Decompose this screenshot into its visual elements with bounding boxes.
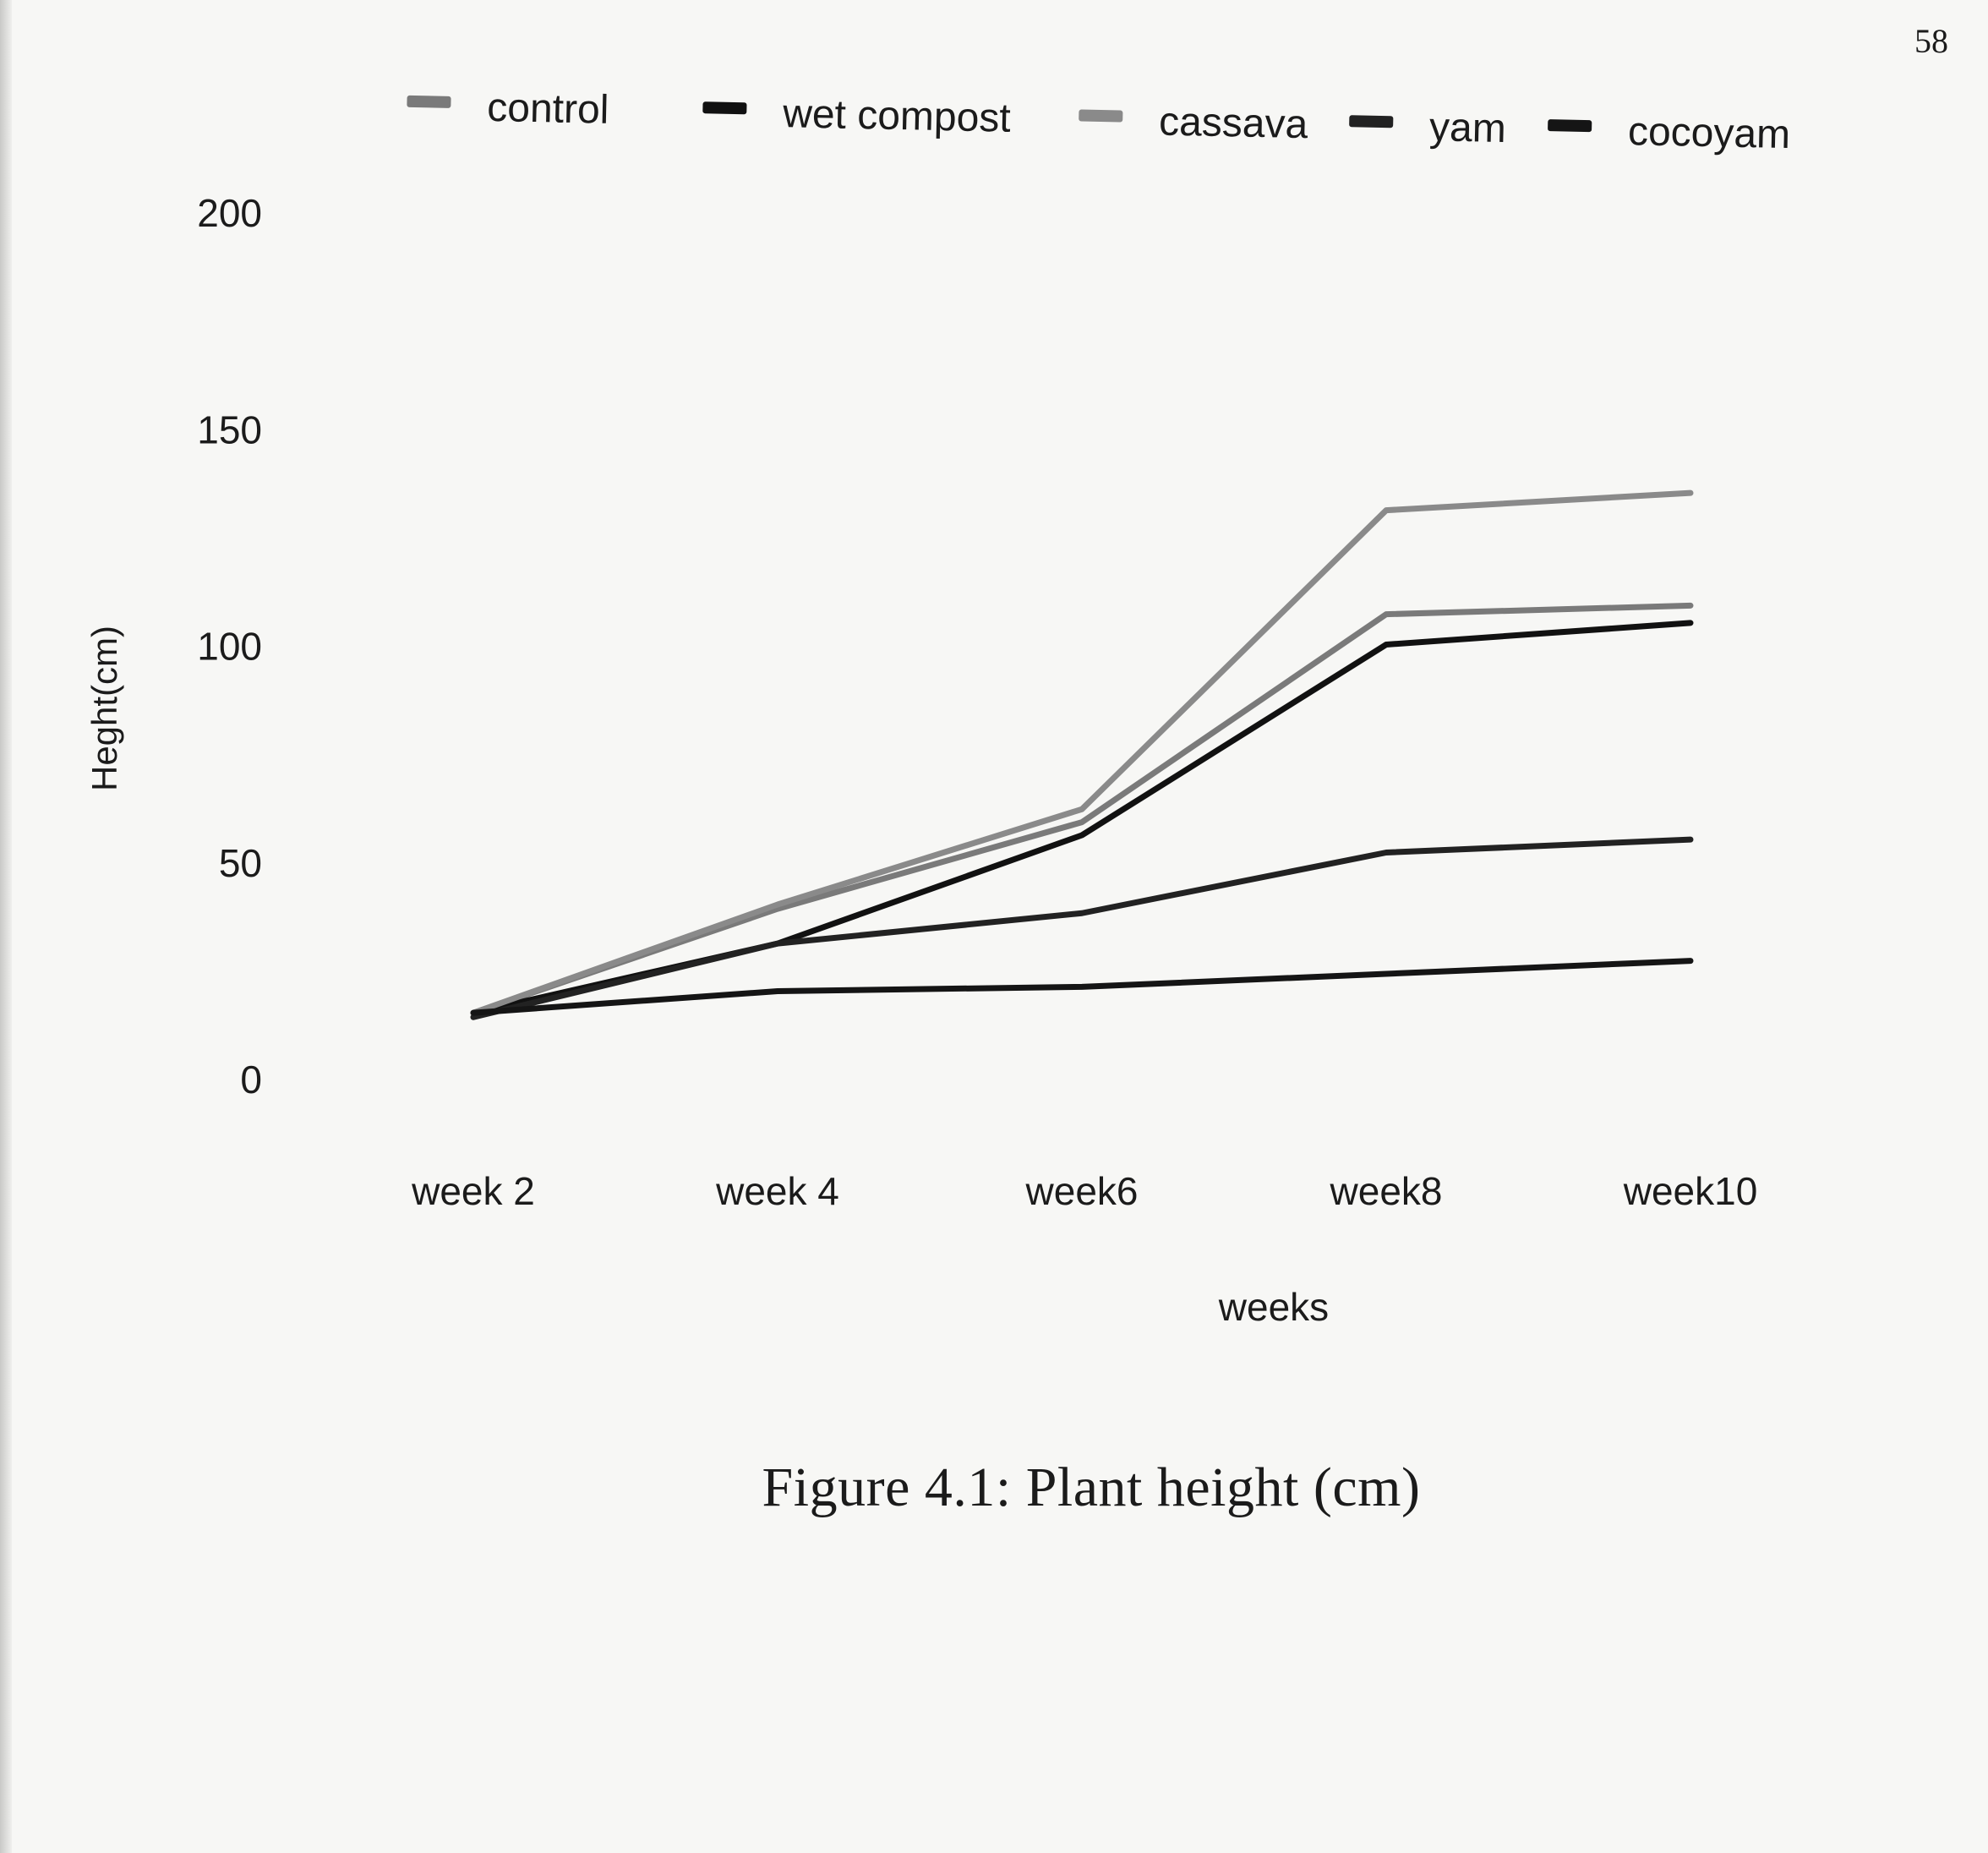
x-axis-label: weeks (1218, 1285, 1329, 1329)
series-lines (470, 489, 1694, 1020)
x-axis-ticks: week 2 week 4 week6 week8 week10 (411, 1169, 1757, 1213)
y-axis-label: Heght(cm) (85, 626, 124, 791)
series-line-yam (470, 836, 1694, 1020)
page-shadow-edge (0, 0, 12, 1853)
figure-caption: Figure 4.1: Plant height (cm) (762, 1457, 1421, 1518)
legend-label: wet compost (782, 91, 1011, 141)
x-tick-label: week 2 (411, 1169, 535, 1213)
legend: control wet compost cassava yam cocoyam (407, 85, 1791, 157)
y-axis-ticks: 0 50 100 150 200 (197, 191, 262, 1101)
legend-item-cassava: cassava (1079, 99, 1308, 147)
series-line-cocoyam (470, 958, 1694, 1016)
legend-swatch (702, 101, 747, 115)
legend-item-wet-compost: wet compost (702, 91, 1011, 141)
legend-swatch (1079, 109, 1123, 123)
x-tick-label: week6 (1025, 1169, 1139, 1213)
legend-swatch (407, 95, 451, 108)
legend-item-yam: yam (1349, 105, 1507, 151)
legend-item-control: control (407, 85, 609, 133)
y-tick-label: 50 (219, 841, 262, 885)
y-tick-label: 100 (197, 625, 262, 669)
legend-label: yam (1429, 105, 1507, 151)
series-line-cassava (470, 489, 1694, 1016)
legend-swatch (1548, 119, 1592, 133)
legend-label: cassava (1159, 99, 1308, 147)
legend-item-cocoyam: cocoyam (1548, 109, 1791, 157)
legend-swatch (1349, 115, 1394, 128)
y-tick-label: 0 (240, 1058, 262, 1101)
y-tick-label: 200 (197, 191, 262, 235)
x-tick-label: week8 (1330, 1169, 1443, 1213)
x-tick-label: week10 (1623, 1169, 1758, 1213)
legend-label: cocoyam (1628, 109, 1791, 157)
y-tick-label: 150 (197, 407, 262, 451)
x-tick-label: week 4 (715, 1169, 839, 1213)
series-line-wet-compost (470, 620, 1694, 1016)
page-number: 58 (1914, 22, 1948, 60)
legend-label: control (487, 85, 609, 133)
